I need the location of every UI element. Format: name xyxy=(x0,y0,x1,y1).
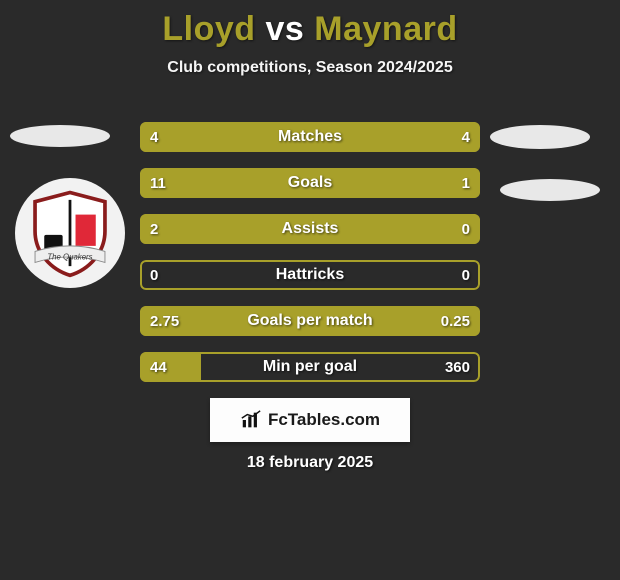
player-photo-placeholder-right xyxy=(490,125,590,149)
bar-label: Goals per match xyxy=(140,306,480,336)
subtitle: Club competitions, Season 2024/2025 xyxy=(0,59,620,77)
shield-icon: The Quakers xyxy=(24,187,116,279)
title-left: Lloyd xyxy=(162,10,255,48)
bar-row: 111Goals xyxy=(140,168,480,198)
club-badge-placeholder-right xyxy=(500,179,600,201)
date-label: 18 february 2025 xyxy=(0,454,620,472)
bar-row: 44360Min per goal xyxy=(140,352,480,382)
bar-row: 20Assists xyxy=(140,214,480,244)
bar-label: Hattricks xyxy=(140,260,480,290)
bar-label: Goals xyxy=(140,168,480,198)
bar-row: 2.750.25Goals per match xyxy=(140,306,480,336)
bar-row: 00Hattricks xyxy=(140,260,480,290)
source-badge-text: FcTables.com xyxy=(268,410,380,430)
source-badge: FcTables.com xyxy=(210,398,410,442)
club-badge-left: The Quakers xyxy=(15,178,125,288)
player-photo-placeholder-left xyxy=(10,125,110,147)
bar-label: Assists xyxy=(140,214,480,244)
bar-label: Matches xyxy=(140,122,480,152)
comparison-bars: 44Matches 111Goals 20Assists 00Hattricks 2.7… xyxy=(140,122,480,398)
bar-row: 44Matches xyxy=(140,122,480,152)
club-banner-text: The Quakers xyxy=(47,253,92,262)
title-right: Maynard xyxy=(314,10,457,48)
bar-label: Min per goal xyxy=(140,352,480,382)
page-title: Lloyd vs Maynard xyxy=(0,0,620,49)
title-vs: vs xyxy=(266,10,305,48)
chart-icon xyxy=(240,409,262,431)
